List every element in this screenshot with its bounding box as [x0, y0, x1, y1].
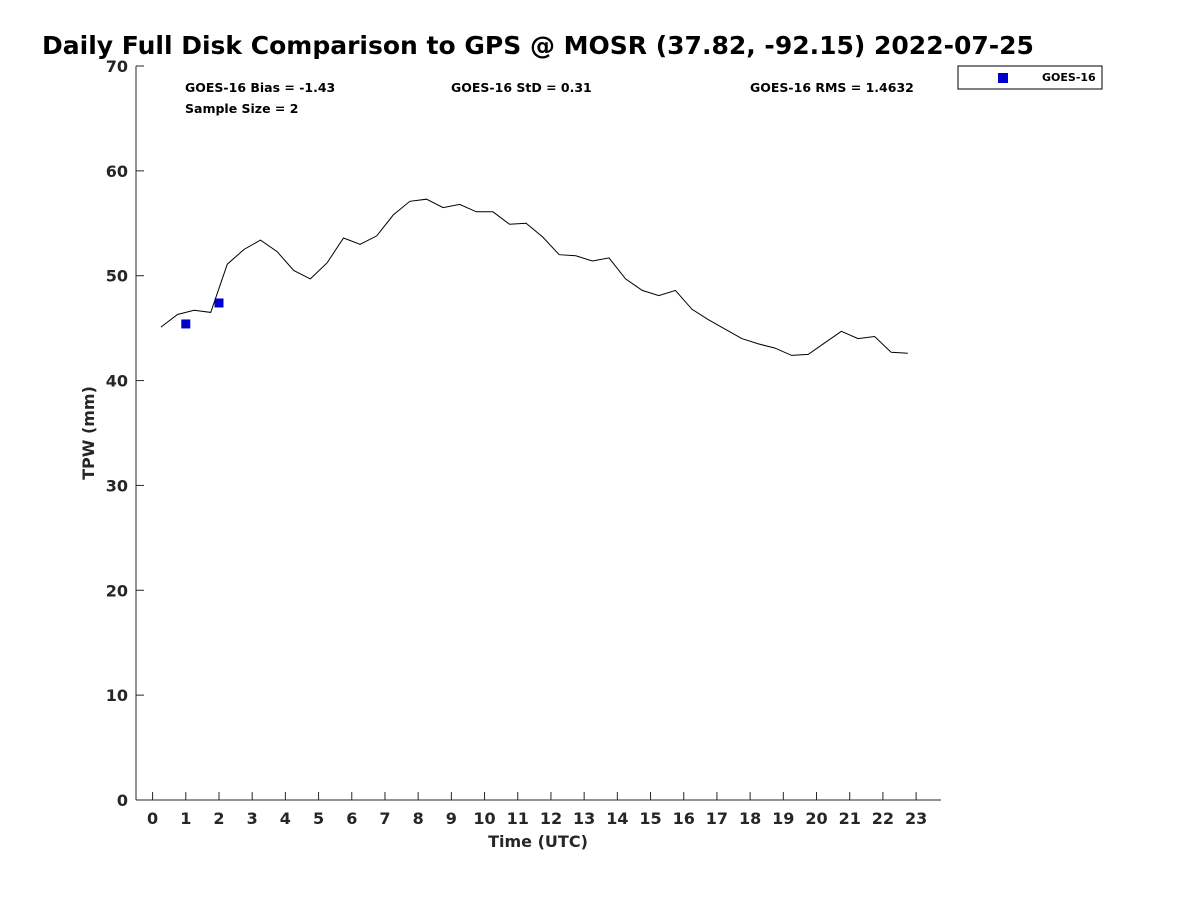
x-tick-label: 3 — [247, 809, 258, 828]
x-tick-label: 8 — [413, 809, 424, 828]
gps-tpw-line — [160, 198, 908, 356]
y-tick-label: 60 — [106, 162, 128, 181]
x-tick-label: 17 — [706, 809, 728, 828]
legend-label-goes16: GOES-16 — [1042, 71, 1096, 84]
y-tick-label: 50 — [106, 267, 128, 286]
stat-std: GOES-16 StD = 0.31 — [451, 80, 592, 95]
x-tick-label: 14 — [606, 809, 628, 828]
x-tick-label: 2 — [213, 809, 224, 828]
y-tick-label: 40 — [106, 372, 128, 391]
x-tick-label: 6 — [346, 809, 357, 828]
x-tick-label: 5 — [313, 809, 324, 828]
axes — [135, 66, 941, 801]
plot-area — [160, 198, 908, 356]
x-tick-label: 7 — [379, 809, 390, 828]
goes16-point — [214, 298, 224, 308]
legend: GOES-16 — [957, 65, 1103, 90]
chart-title: Daily Full Disk Comparison to GPS @ MOSR… — [42, 31, 1034, 60]
x-tick-label: 19 — [772, 809, 794, 828]
x-tick-label: 18 — [739, 809, 761, 828]
y-axis-ticks: 0 10 20 30 40 50 60 70 — [106, 57, 144, 810]
y-tick-label: 30 — [106, 476, 128, 495]
x-axis-label: Time (UTC) — [488, 832, 588, 851]
x-tick-label: 16 — [673, 809, 695, 828]
x-tick-label: 11 — [507, 809, 529, 828]
x-tick-label: 21 — [839, 809, 861, 828]
x-tick-label: 4 — [280, 809, 291, 828]
x-tick-label: 1 — [180, 809, 191, 828]
y-tick-label: 70 — [106, 57, 128, 76]
y-tick-label: 10 — [106, 686, 128, 705]
x-tick-label: 15 — [639, 809, 661, 828]
stat-bias: GOES-16 Bias = -1.43 — [185, 80, 335, 95]
x-tick-label: 20 — [805, 809, 827, 828]
goes16-point — [181, 319, 191, 329]
x-tick-label: 0 — [147, 809, 158, 828]
x-tick-label: 13 — [573, 809, 595, 828]
y-tick-label: 0 — [117, 791, 128, 810]
stat-rms: GOES-16 RMS = 1.4632 — [750, 80, 914, 95]
legend-marker-goes16 — [998, 73, 1008, 83]
x-tick-label: 23 — [905, 809, 927, 828]
x-tick-label: 9 — [446, 809, 457, 828]
x-tick-label: 22 — [872, 809, 894, 828]
y-tick-label: 20 — [106, 581, 128, 600]
stat-sample-size: Sample Size = 2 — [185, 101, 298, 116]
y-axis-label: TPW (mm) — [79, 386, 98, 480]
x-tick-label: 12 — [540, 809, 562, 828]
x-tick-label: 10 — [473, 809, 495, 828]
x-axis-ticks: 0 1 2 3 4 5 6 7 8 9 10 11 12 13 14 15 16 17 18 19 20 21 22 23 — [147, 792, 927, 828]
legend-box — [957, 65, 1103, 90]
